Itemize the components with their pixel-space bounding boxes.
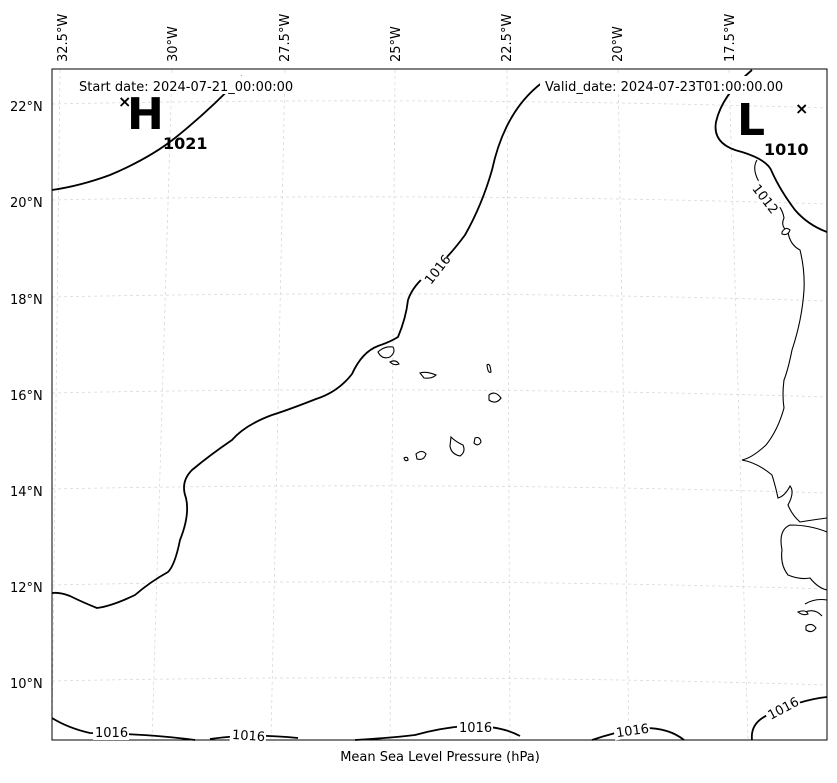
island (377, 346, 395, 359)
lat-tick: 18°N (10, 293, 43, 308)
valid-date: Valid_date: 2024-07-23T01:00:00.00 (545, 80, 783, 95)
lon-tick: 32.5°W (56, 14, 71, 62)
coast-islet (781, 227, 791, 236)
island (415, 450, 427, 460)
isobar-label-coast: 1012 (748, 179, 782, 217)
high-marker: × (118, 92, 131, 111)
start-date-bg (74, 76, 314, 94)
isobar-1016-main (51, 81, 544, 609)
isobar-label: 1016 (615, 722, 650, 741)
gridline-lat (51, 677, 828, 686)
lon-tick: 17.5°W (723, 14, 738, 62)
low-marker: × (795, 99, 808, 118)
gridline-lat (51, 581, 828, 590)
valid-date-bg (540, 76, 805, 94)
isobar-1016-south (51, 696, 828, 741)
low-symbol: L (737, 95, 765, 146)
gridline-lon (270, 69, 286, 741)
island (419, 371, 437, 379)
low-value: 1010 (764, 140, 809, 159)
gridline-lon (728, 69, 749, 741)
isobar-label-south-3: 1016 (457, 719, 493, 736)
map-frame (51, 68, 828, 741)
coastline-africa (741, 159, 828, 617)
isobar-high (51, 75, 243, 191)
lat-tick: 14°N (10, 485, 43, 500)
high-value: 1021 (163, 134, 208, 153)
isobar-label: 1016 (231, 728, 265, 745)
gridline-lat (51, 293, 828, 302)
isobar-label-south-4: 1016 (612, 719, 651, 741)
lon-tick-labels: 32.5°W 30°W 27.5°W 25°W 22.5°W 20°W 17.5… (56, 14, 738, 62)
lon-tick: 30°W (166, 26, 181, 62)
lon-tick: 27.5°W (278, 14, 293, 62)
island (403, 456, 409, 462)
lat-tick-labels: 22°N 20°N 18°N 16°N 14°N 12°N 10°N (10, 100, 43, 692)
gridline-lon (389, 69, 396, 741)
island (473, 436, 482, 446)
isobar-label-south-1: 1016 (93, 724, 129, 741)
lon-tick: 20°W (611, 26, 626, 62)
lat-tick: 12°N (10, 581, 43, 596)
island (389, 360, 400, 366)
gridline-lat (51, 389, 828, 398)
graticule (51, 69, 828, 741)
coast-islet (805, 623, 817, 633)
gridline-lon (51, 69, 61, 741)
start-date: Start date: 2024-07-21_00:00:00 (79, 80, 293, 95)
island (488, 392, 502, 403)
island (486, 363, 492, 373)
lat-tick: 10°N (10, 677, 43, 692)
island (449, 435, 465, 457)
high-symbol: H (127, 89, 164, 140)
cape-verde-islands (377, 346, 502, 462)
isobar-1012 (714, 69, 828, 233)
isobar-label-south-5: 1016 (762, 692, 803, 724)
x-axis-label: Mean Sea Level Pressure (hPa) (340, 750, 540, 765)
lon-tick: 25°W (389, 26, 404, 62)
lat-tick: 16°N (10, 389, 43, 404)
lat-tick: 22°N (10, 100, 43, 115)
gridline-lat (51, 196, 828, 205)
isobar-label-main: 1016 (419, 252, 454, 289)
lon-tick: 22.5°W (500, 14, 515, 62)
gridline-lat (51, 100, 828, 109)
gridline-lat (51, 485, 828, 494)
gridline-lon (617, 69, 630, 741)
lat-tick: 20°N (10, 196, 43, 211)
gridline-lon (506, 69, 511, 741)
gridline-lon (151, 69, 173, 741)
isobar-label: 1016 (459, 721, 492, 736)
coast-islet (796, 610, 809, 616)
isobar-label-south-2: 1016 (229, 725, 267, 745)
isobar-label: 1016 (95, 726, 128, 741)
